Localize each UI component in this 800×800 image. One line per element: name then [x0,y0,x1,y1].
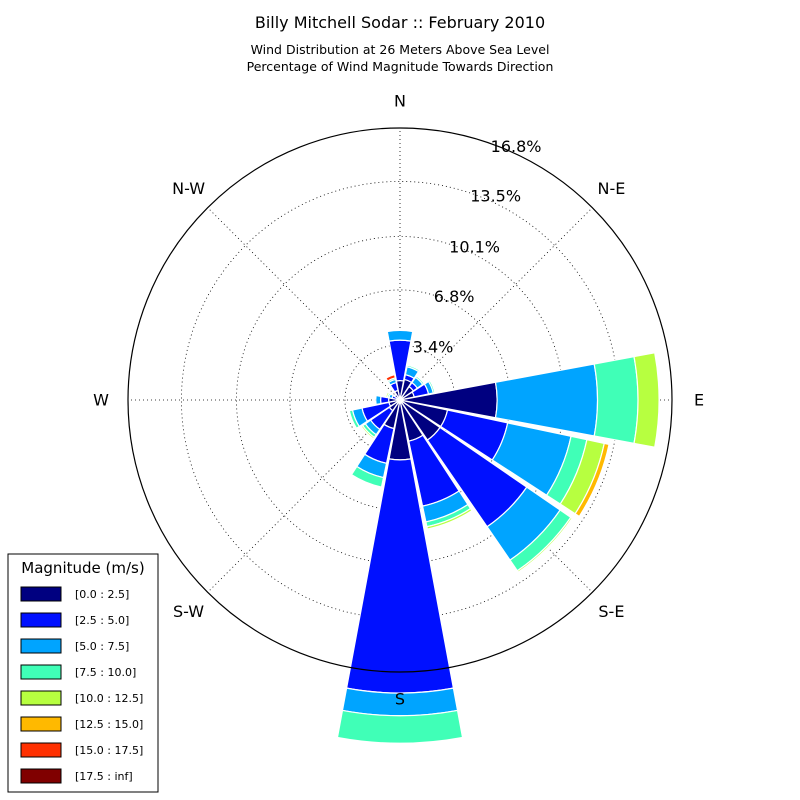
wind-bar-segment [336,709,464,744]
legend-swatch [20,742,62,758]
ring-label: 10.1% [449,237,500,256]
legend-title: Magnitude (m/s) [21,559,144,577]
legend: Magnitude (m/s) [0.0 : 2.5] [2.5 : 5.0] [5… [7,553,159,793]
direction-label: E [694,391,704,410]
wind-bar-segment [426,507,473,530]
wind-bar-segment [593,355,639,445]
legend-label: [17.5 : inf] [75,770,133,783]
wind-bar-segment [348,409,361,430]
direction-label: W [93,391,109,410]
ring-label: 16.8% [491,137,542,156]
direction-label: S [395,690,405,709]
legend-swatch [20,664,62,680]
grid-spoke [207,207,401,401]
legend-swatch [20,716,62,732]
wind-bar-segment [414,375,425,386]
chart-subtitle-line-1: Wind Distribution at 26 Meters Above Sea… [251,42,550,57]
wind-bar-segment [360,424,376,440]
wind-bar-segment [350,465,385,488]
direction-label: N-W [172,179,205,198]
chart-title: Billy Mitchell Sodar :: February 2010 [255,13,545,32]
chart-subtitle-line-2: Percentage of Wind Magnitude Towards Dir… [247,59,554,74]
legend-label: [10.0 : 12.5] [75,692,143,705]
legend-swatch [20,690,62,706]
direction-label: N [394,92,406,111]
wind-bar-segment [633,352,660,448]
legend-items: [0.0 : 2.5] [2.5 : 5.0] [5.0 : 7.5] [7.5 : … [20,586,143,784]
direction-label: S-W [173,602,204,621]
ring-label: 13.5% [470,187,521,206]
wind-bar-segment [516,516,573,573]
legend-label: [15.0 : 17.5] [75,744,143,757]
wind-bar-segment [386,329,414,342]
wind-bar-segment [574,442,610,518]
legend-label: [7.5 : 10.0] [75,666,136,679]
direction-label: N-E [597,179,625,198]
wind-bar-segment [375,394,382,406]
ring-label: 3.4% [413,338,454,357]
wind-bar-segment [385,391,390,399]
wind-bars [336,329,660,744]
grid-spoke [207,399,401,593]
outer-ring [127,127,673,673]
legend-swatch [20,768,62,784]
legend-label: [12.5 : 15.0] [75,718,143,731]
legend-label: [0.0 : 2.5] [75,588,129,601]
polar-labels: N N-E E S-E S S-W W N-W 3.4% 6.8% 10.1% 13.5% 16.8% [93,92,704,709]
grid-spoke [399,207,593,401]
direction-label: S-E [598,602,624,621]
ring-label: 6.8% [434,287,475,306]
legend-label: [2.5 : 5.0] [75,614,129,627]
wind-bar-segment [385,373,397,382]
legend-swatch [20,638,62,654]
wind-bar-segment [406,364,421,373]
legend-swatch [20,586,62,602]
legend-label: [5.0 : 7.5] [75,640,129,653]
legend-swatch [20,612,62,628]
wind-bar-segment [427,379,436,394]
